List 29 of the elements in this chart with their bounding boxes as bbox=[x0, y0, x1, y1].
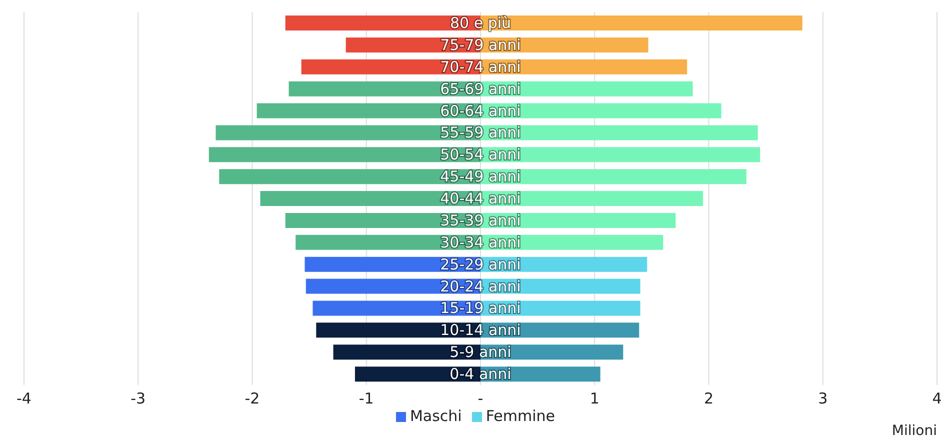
y-tick-label: 80 e più bbox=[450, 14, 512, 32]
x-tick-label: -1 bbox=[358, 390, 374, 408]
x-axis-title: Milioni bbox=[892, 423, 937, 439]
x-tick-label: - bbox=[478, 390, 484, 408]
y-tick-label: 45-49 anni bbox=[440, 168, 521, 186]
x-tick-label: -3 bbox=[130, 390, 146, 408]
y-tick-label: 70-74 anni bbox=[440, 58, 521, 76]
y-tick-label: 60-64 anni bbox=[440, 102, 521, 120]
x-tick-label: 2 bbox=[704, 390, 714, 408]
legend-label: Maschi bbox=[410, 407, 462, 425]
y-tick-label: 50-54 anni bbox=[440, 146, 521, 164]
y-tick-label: 25-29 anni bbox=[440, 255, 521, 274]
x-tick-label: 3 bbox=[818, 390, 828, 408]
x-tick-label: -2 bbox=[244, 390, 260, 408]
y-tick-label: 75-79 anni bbox=[440, 36, 521, 54]
y-tick-label: 65-69 anni bbox=[440, 80, 521, 98]
y-tick-label: 30-34 anni bbox=[440, 233, 521, 252]
bar bbox=[480, 16, 802, 31]
y-tick-label: 20-24 anni bbox=[440, 277, 521, 296]
y-tick-label: 10-14 anni bbox=[440, 321, 521, 340]
x-tick-label: -4 bbox=[16, 390, 32, 408]
legend-label: Femmine bbox=[486, 407, 556, 425]
x-tick-label: 4 bbox=[932, 390, 942, 408]
bar bbox=[285, 16, 480, 31]
y-tick-label: 15-19 anni bbox=[440, 299, 521, 318]
y-tick-label: 55-59 anni bbox=[440, 124, 521, 142]
y-tick-label: 35-39 anni bbox=[440, 211, 521, 230]
y-tick-label: 40-44 anni bbox=[440, 190, 521, 208]
x-tick-label: 1 bbox=[590, 390, 600, 408]
